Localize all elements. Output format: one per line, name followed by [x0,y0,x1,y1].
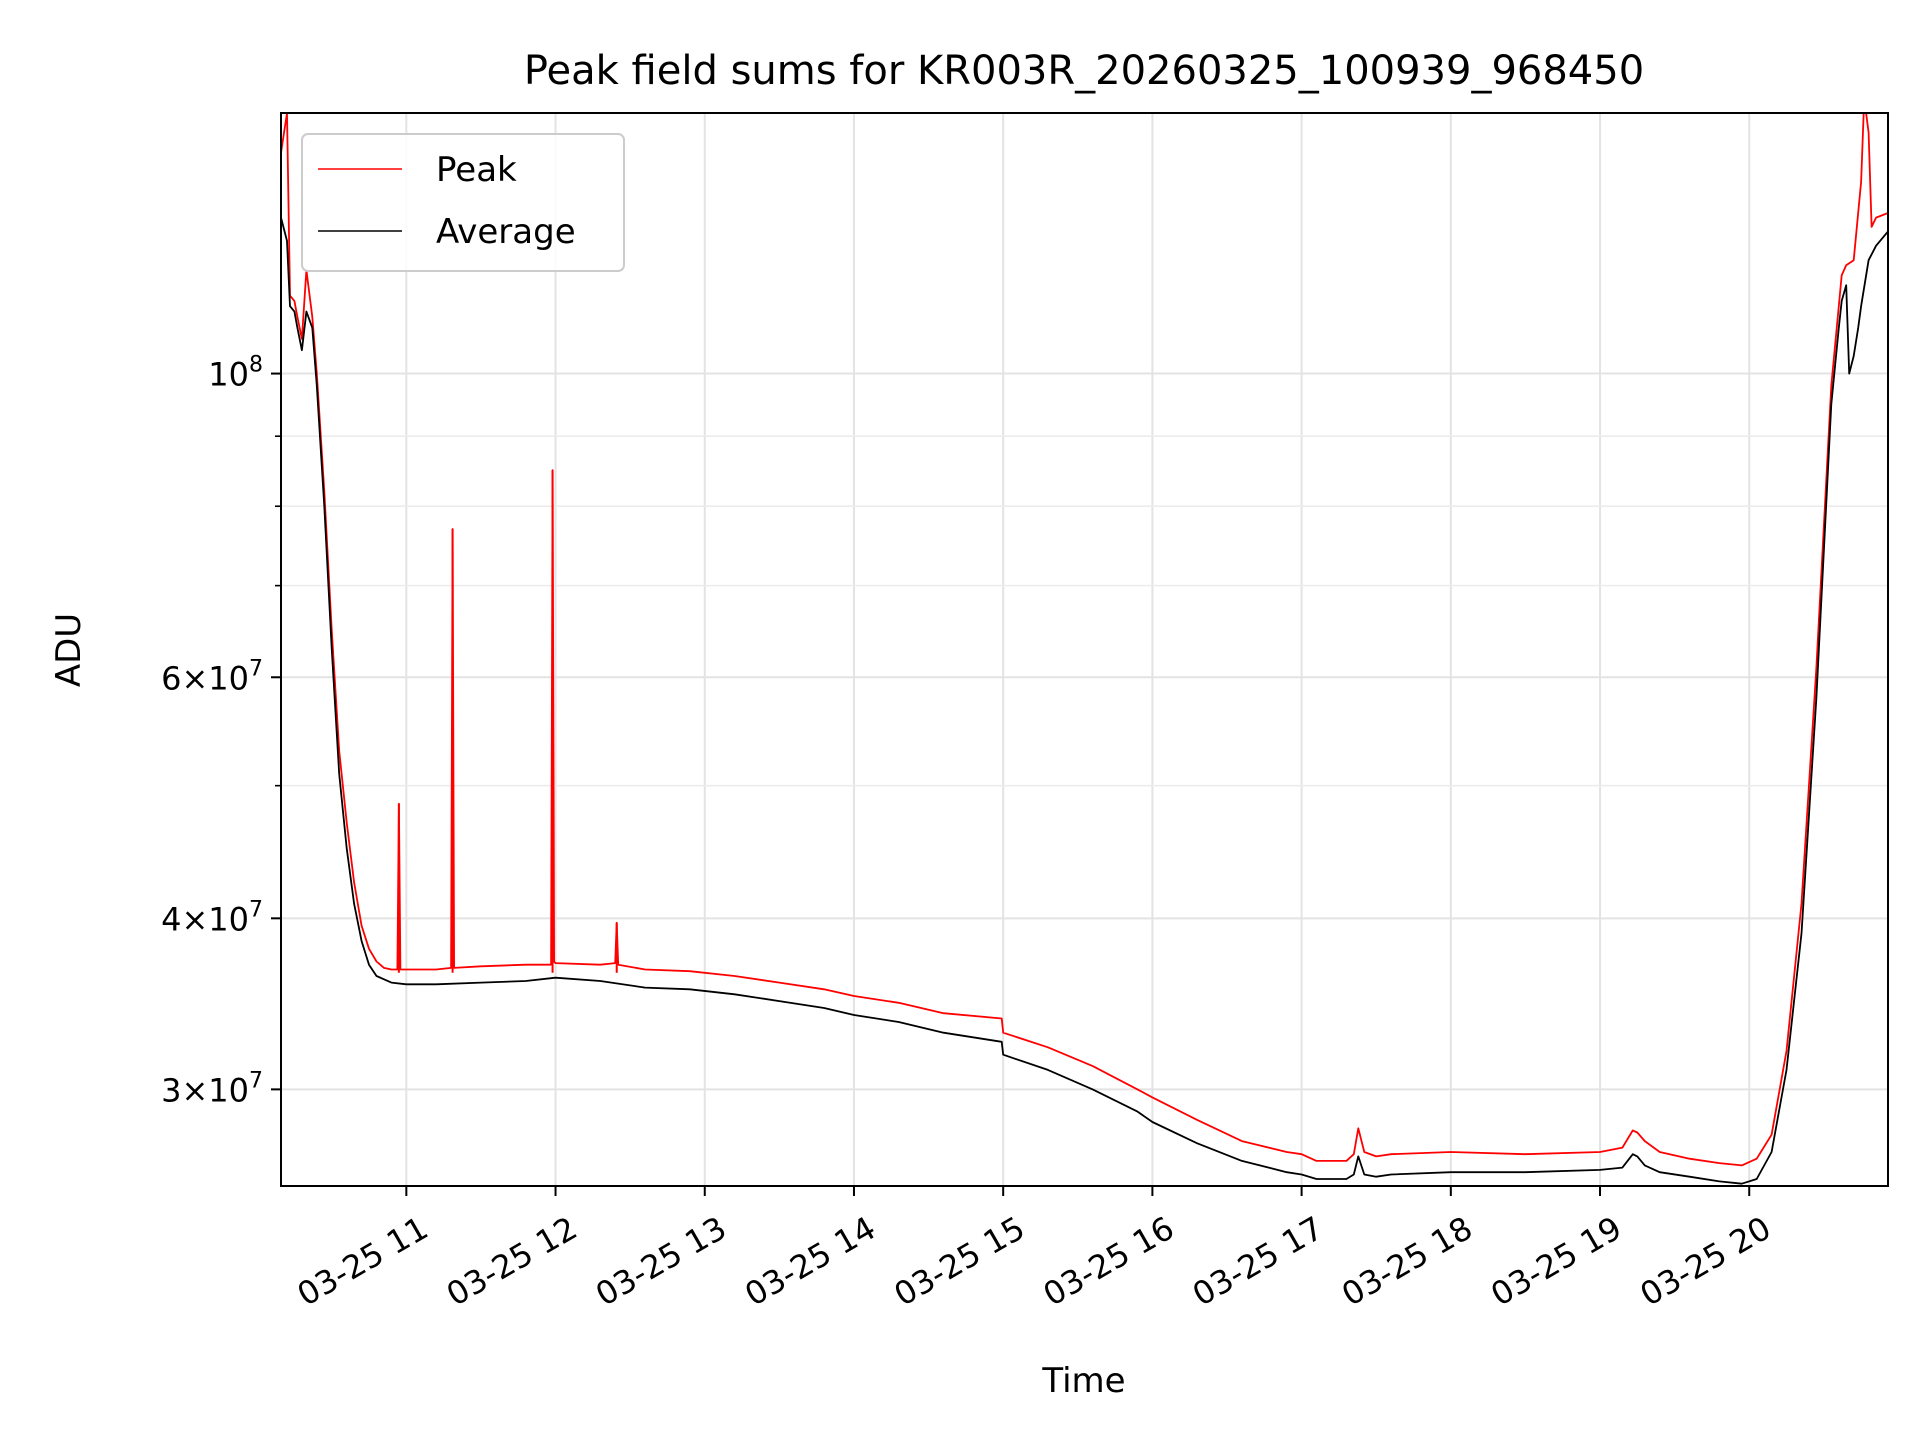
y-tick-label: 108 [208,353,263,394]
x-axis-label: Time [1041,1361,1125,1401]
chart-title: Peak field sums for KR003R_20260325_1009… [524,48,1644,94]
y-tick-label: 6×107 [161,656,263,697]
legend-label-peak: Peak [436,150,517,190]
y-axis-ticks: 3×107 4×107 6×107 108 [161,353,281,1109]
legend: Peak Average [301,133,625,272]
grid-lines [281,113,1888,1186]
series-line-peak [281,113,1888,1167]
series-line-average [281,217,1888,1185]
y-tick-label: 4×107 [161,897,263,938]
legend-label-average: Average [436,212,576,252]
plot-series [281,113,1888,1185]
y-axis-label: ADU [49,613,89,687]
axes-frame [280,112,1889,1187]
y-tick-label: 3×107 [161,1068,263,1109]
